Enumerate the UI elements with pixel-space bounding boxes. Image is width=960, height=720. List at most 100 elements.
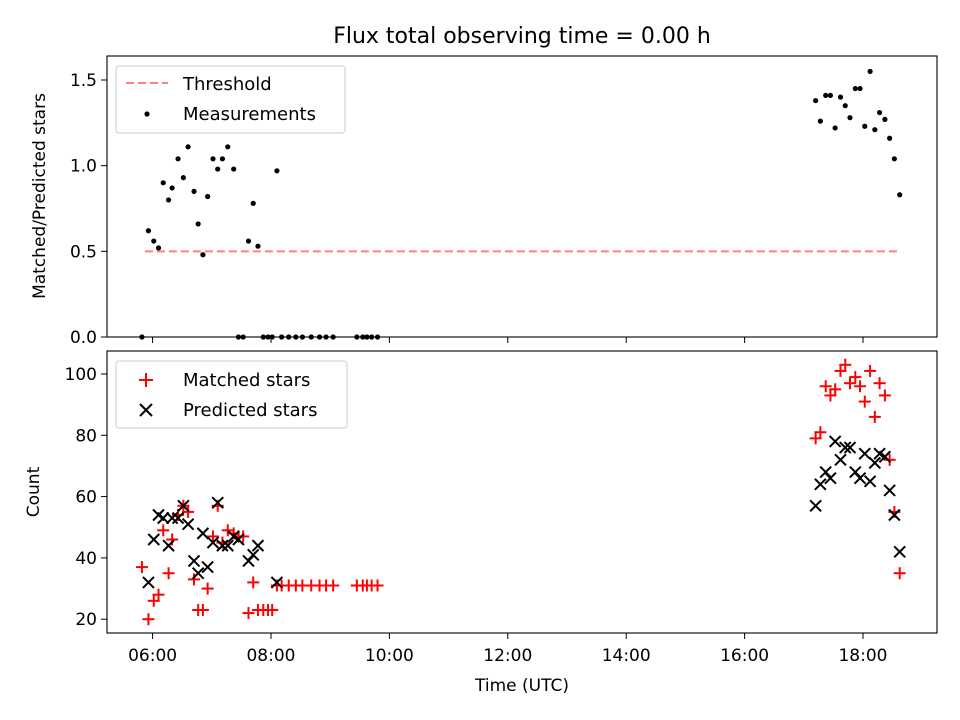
bottom-y-tick-label: 100 xyxy=(65,365,97,385)
predicted-star-point xyxy=(809,499,822,513)
predicted-star-point xyxy=(221,539,234,552)
measurement-point xyxy=(891,156,897,162)
measurement-point xyxy=(897,192,903,198)
matched-star-point xyxy=(162,567,175,580)
predicted-star-point xyxy=(888,508,901,522)
top-y-tick-label: 1.5 xyxy=(70,71,97,91)
top-legend: Threshold Measurements xyxy=(115,65,346,134)
bottom-y-tick-label: 60 xyxy=(75,488,97,508)
matched-star-point xyxy=(868,410,881,423)
bottom-y-ticks: 20 40 60 80 100 xyxy=(65,365,107,630)
measurement-point xyxy=(180,175,186,181)
bottom-y-axis-label: Count xyxy=(24,466,44,517)
x-tick-label: 16:00 xyxy=(720,646,769,666)
predicted-star-point xyxy=(216,539,229,552)
legend-measurements-label: Measurements xyxy=(183,104,316,125)
predicted-star-point xyxy=(828,435,842,448)
matched-star-point xyxy=(829,383,842,396)
measurement-point xyxy=(219,156,226,162)
predicted-star-point xyxy=(201,560,214,574)
measurement-point xyxy=(837,94,844,100)
measurement-point xyxy=(185,144,191,150)
predicted-star-point xyxy=(270,576,284,589)
measurement-point xyxy=(857,85,863,92)
predicted-star-point xyxy=(187,554,201,568)
measurement-point xyxy=(882,116,888,122)
predicted-star-point xyxy=(177,499,190,513)
legend-threshold-label: Threshold xyxy=(182,74,272,95)
legend-matched-label: Matched stars xyxy=(183,370,310,391)
matched-star-point xyxy=(849,371,862,384)
measurement-point xyxy=(842,103,848,109)
matched-star-point xyxy=(893,567,906,580)
measurement-point xyxy=(827,92,834,99)
chart-title: Flux total observing time = 0.00 h xyxy=(333,24,711,49)
measurement-point xyxy=(887,135,893,141)
measurement-point xyxy=(155,245,162,251)
measurement-point xyxy=(876,109,883,116)
measurement-point xyxy=(215,166,221,172)
measurement-point xyxy=(191,188,197,194)
top-y-tick-label: 0.0 xyxy=(70,328,97,348)
predicted-star-point xyxy=(843,441,857,454)
predicted-star-point xyxy=(878,450,892,463)
matched-star-point xyxy=(819,380,832,393)
x-tick-label: 10:00 xyxy=(365,646,414,666)
legend-predicted-label: Predicted stars xyxy=(183,400,317,421)
measurement-point xyxy=(225,144,231,150)
predicted-star-point xyxy=(232,533,245,546)
predicted-star-point xyxy=(853,471,867,485)
predicted-star-point xyxy=(191,567,205,580)
predicted-star-point xyxy=(824,471,837,485)
bottom-legend-box xyxy=(115,360,348,429)
matched-star-point xyxy=(157,524,170,537)
top-panel: 0.0 0.5 1.0 1.5 Matched/Predicted stars Thr… xyxy=(30,55,938,348)
bottom-legend: Matched stars Predicted stars xyxy=(115,360,348,429)
matched-star-point xyxy=(809,432,822,445)
x-tick-label: 12:00 xyxy=(483,646,532,666)
top-x-ticks xyxy=(152,337,864,343)
measurement-point xyxy=(231,166,237,172)
predicted-star-point xyxy=(251,539,265,552)
predicted-star-point xyxy=(206,536,220,549)
x-tick-label: 06:00 xyxy=(128,646,177,666)
matched-star-point xyxy=(152,588,165,601)
measurement-point xyxy=(867,68,873,75)
matched-star-point xyxy=(371,579,384,592)
matched-star-point xyxy=(843,377,856,390)
matched-star-point xyxy=(247,576,260,589)
predicted-star-point xyxy=(211,496,224,509)
matched-star-point xyxy=(135,561,148,574)
matched-star-point xyxy=(878,389,891,402)
measurement-point xyxy=(250,200,256,206)
matched-star-point xyxy=(147,594,160,607)
matched-star-point xyxy=(883,453,896,466)
legend-measurements-swatch xyxy=(144,111,150,117)
measurement-point xyxy=(813,97,819,104)
predicted-star-point xyxy=(171,511,185,525)
x-tick-label: 08:00 xyxy=(246,646,295,666)
matched-star-point xyxy=(188,573,201,586)
matched-star-point xyxy=(814,426,827,439)
bottom-panel-marks xyxy=(135,358,906,626)
matched-star-point xyxy=(824,389,837,402)
top-y-axis-label: Matched/Predicted stars xyxy=(30,93,50,299)
top-panel-frame xyxy=(106,55,938,338)
predicted-star-point xyxy=(196,527,210,540)
matched-star-point xyxy=(854,380,867,393)
measurement-point xyxy=(165,197,172,203)
bottom-x-ticks: 06:00 08:00 10:00 12:00 14:00 16:00 18:00 xyxy=(128,633,887,666)
matched-star-point xyxy=(266,604,279,617)
matched-star-point xyxy=(858,395,871,408)
predicted-star-point xyxy=(868,456,882,470)
measurement-point xyxy=(832,125,838,131)
matched-star-point xyxy=(327,579,340,592)
predicted-star-point xyxy=(863,475,877,488)
predicted-star-point xyxy=(883,484,896,497)
x-axis-label: Time (UTC) xyxy=(474,676,569,696)
bottom-panel: 20 40 60 80 100 06:00 08:00 10:00 12:00 14:00 16:… xyxy=(24,350,938,696)
measurement-point xyxy=(245,238,252,244)
measurement-point xyxy=(255,243,261,249)
top-legend-box xyxy=(115,65,346,134)
